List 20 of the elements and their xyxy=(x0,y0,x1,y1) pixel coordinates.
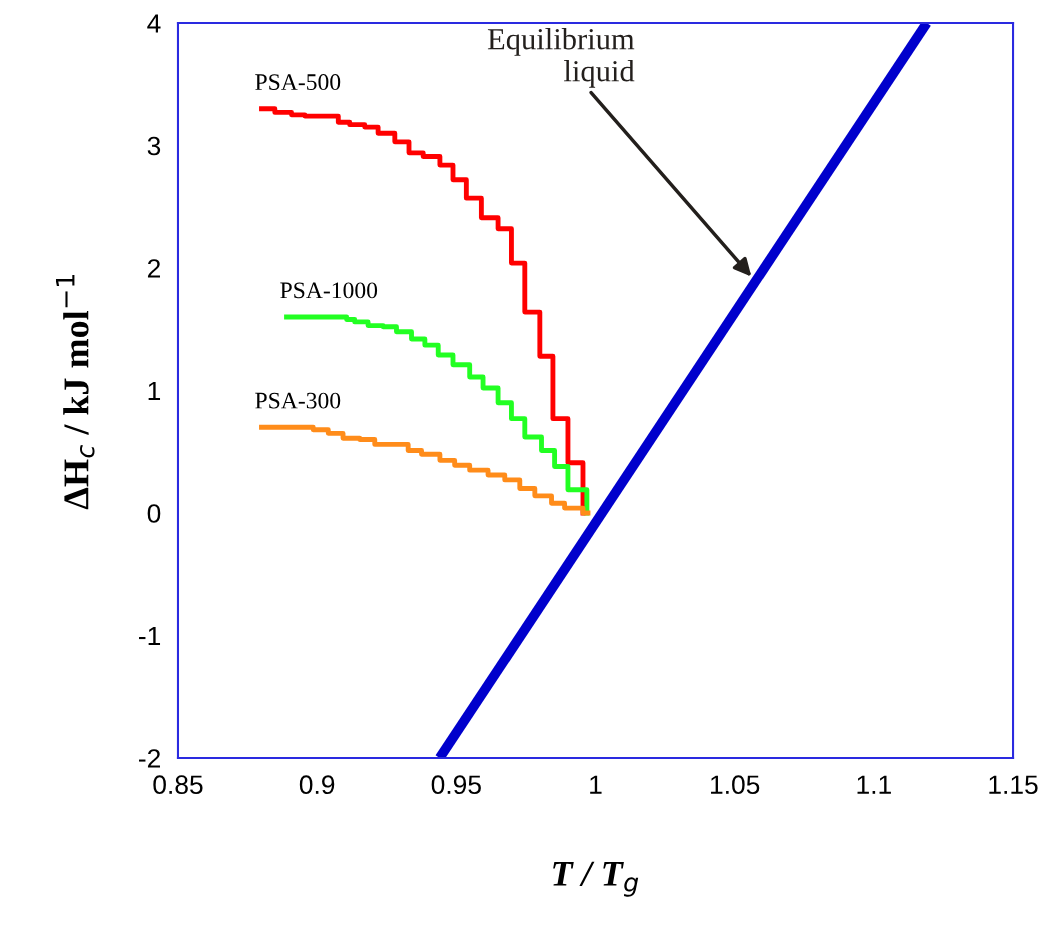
series-label: PSA-300 xyxy=(255,392,341,409)
x-axis-title: T / T$_{g}$ xyxy=(553,861,639,897)
x-tick-label: 1 xyxy=(590,775,602,794)
y-tick-label: 0 xyxy=(147,504,161,523)
y-tick-label: -1 xyxy=(139,626,161,646)
annotation: Equilibrium liquid xyxy=(487,28,635,88)
y-tick-label: 4 xyxy=(147,14,161,33)
series-label: PSA-1000 xyxy=(280,282,378,299)
y-tick-label: -2 xyxy=(139,749,160,768)
y-tick-label: 3 xyxy=(147,136,161,156)
y-tick-label: 1 xyxy=(148,381,161,401)
series-label: PSA-500 xyxy=(255,74,341,91)
x-tick-label: 1.1 xyxy=(857,775,891,794)
x-tick-label: 1.05 xyxy=(711,775,760,795)
x-tick-label: 1.15 xyxy=(989,775,1038,795)
x-tick-label: 0.9 xyxy=(299,775,335,795)
x-tick-label: 0.95 xyxy=(431,775,481,795)
y-tick-label: 2 xyxy=(147,259,160,278)
x-tick-label: 0.85 xyxy=(153,775,203,795)
y-axis-title: ΔH$_{c}$ / kJ mol$^{−1}$ xyxy=(55,275,95,510)
